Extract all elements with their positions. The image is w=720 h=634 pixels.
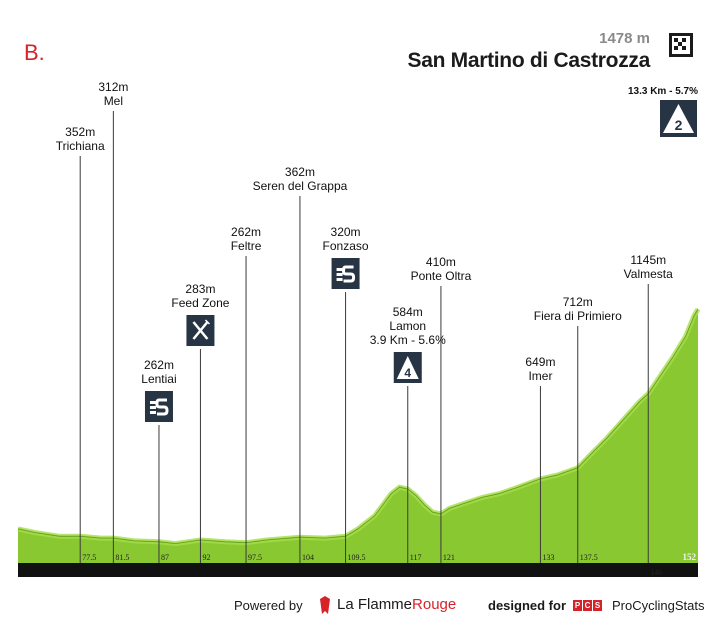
finish-climb-label: 13.3 Km - 5.7% [628, 86, 698, 97]
waypoint-pole-layer [79, 111, 649, 563]
waypoint-name: Mel [104, 94, 123, 108]
finish-flag-icon [669, 33, 693, 57]
pcs-logo-icon: P C S [573, 600, 602, 611]
waypoint-name: Lamon [389, 319, 426, 333]
km-tick-label: 117 [410, 553, 422, 562]
sprint-bar [336, 273, 343, 276]
km-tick-label: 121 [443, 553, 455, 562]
km-tick-label: 137.5 [580, 553, 598, 562]
procyclingstats-link[interactable]: ProCyclingStats [612, 598, 705, 613]
waypoint-icon-layer: 4 [144, 258, 422, 422]
sprint-s-glyph [155, 398, 169, 416]
pcs-letter: S [593, 600, 602, 611]
waypoint-altitude: 712m [563, 295, 593, 309]
profile-area-layer [17, 307, 701, 563]
waypoint-name: Ponte Oltra [411, 269, 472, 283]
mountain-category: 4 [404, 366, 411, 380]
sprint-s-glyph [342, 265, 356, 283]
waypoint-altitude: 312m [98, 80, 128, 94]
feed-zone-icon [186, 315, 215, 346]
waypoint-altitude: 320m [331, 225, 361, 239]
waypoint-altitude: 262m [144, 358, 174, 372]
designed-for-text: designed for [488, 598, 567, 613]
stage-letter: B. [24, 40, 45, 65]
waypoint-name: Trichiana [56, 139, 105, 153]
la-flamme-rouge-logo-icon [320, 596, 330, 614]
powered-by-text: Powered by [234, 598, 303, 613]
waypoint-altitude: 352m [65, 125, 95, 139]
sprint-icon [331, 258, 360, 289]
mountain-cat2-icon: 2 [660, 100, 697, 137]
footer: Powered by La FlammeRouge designed for P… [0, 596, 720, 616]
waypoint-label-layer: 352mTrichiana77.5312mMel81.5262mLentiai8… [56, 80, 697, 577]
km-tick-label: 146 [650, 568, 662, 577]
km-tick-label: 87 [161, 553, 169, 562]
finish-name: San Martino di Castrozza [407, 49, 650, 72]
km-tick-label: 97.5 [248, 553, 262, 562]
waypoint-altitude: 584m [393, 305, 423, 319]
finish-altitude: 1478 m [599, 30, 650, 47]
pcs-letter: C [583, 600, 592, 611]
profile-area [18, 308, 698, 563]
waypoint-name: Feltre [231, 239, 262, 253]
fork-stroke [192, 321, 209, 340]
mountain-shape [396, 356, 419, 379]
km-tick-label: 109.5 [348, 553, 366, 562]
km-tick-label: 81.5 [115, 553, 129, 562]
sprint-bar [149, 401, 156, 404]
brand-part2: Rouge [412, 596, 457, 613]
waypoint-name: Seren del Grappa [253, 179, 348, 193]
sprint-bar [336, 268, 343, 271]
km-tick-label: 104 [302, 553, 314, 562]
waypoint-altitude: 262m [231, 225, 261, 239]
mountain-cat4-icon: 4 [393, 352, 422, 383]
total-distance-label: 152 [683, 552, 697, 562]
finish-climb-category: 2 [675, 117, 683, 133]
la-flamme-rouge-brand[interactable]: La FlammeRouge [337, 596, 456, 613]
km-tick-label: 133 [542, 553, 554, 562]
waypoint-altitude: 1145m [630, 253, 666, 267]
sprint-icon [144, 391, 173, 422]
waypoint-altitude: 649m [525, 355, 555, 369]
waypoint-altitude: 362m [285, 165, 315, 179]
waypoint-name: Feed Zone [171, 296, 229, 310]
waypoint-name: Fiera di Primiero [534, 309, 622, 323]
waypoint-climb-info: 3.9 Km - 5.6% [370, 333, 446, 347]
waypoint-altitude: 410m [426, 255, 456, 269]
waypoint-altitude: 283m [185, 282, 215, 296]
waypoint-name: Imer [528, 369, 552, 383]
km-tick-label: 92 [202, 553, 210, 562]
sprint-bar [149, 406, 156, 409]
km-tick-label: 77.5 [82, 553, 96, 562]
waypoint-name: Lentiai [141, 372, 176, 386]
sprint-bar [336, 278, 343, 281]
waypoint-name: Valmesta [624, 267, 673, 281]
pcs-letter: P [573, 600, 582, 611]
distance-axis-bar [18, 563, 698, 577]
fork-tine [204, 319, 210, 325]
sprint-bar [149, 411, 156, 414]
brand-part1: La Flamme [337, 596, 413, 613]
waypoint-name: Fonzaso [323, 239, 369, 253]
